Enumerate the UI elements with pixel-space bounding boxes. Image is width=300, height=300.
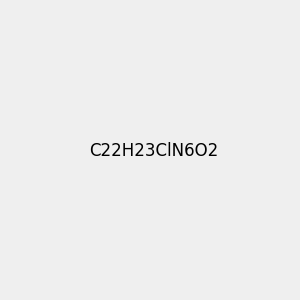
Text: C22H23ClN6O2: C22H23ClN6O2 [89,142,218,160]
